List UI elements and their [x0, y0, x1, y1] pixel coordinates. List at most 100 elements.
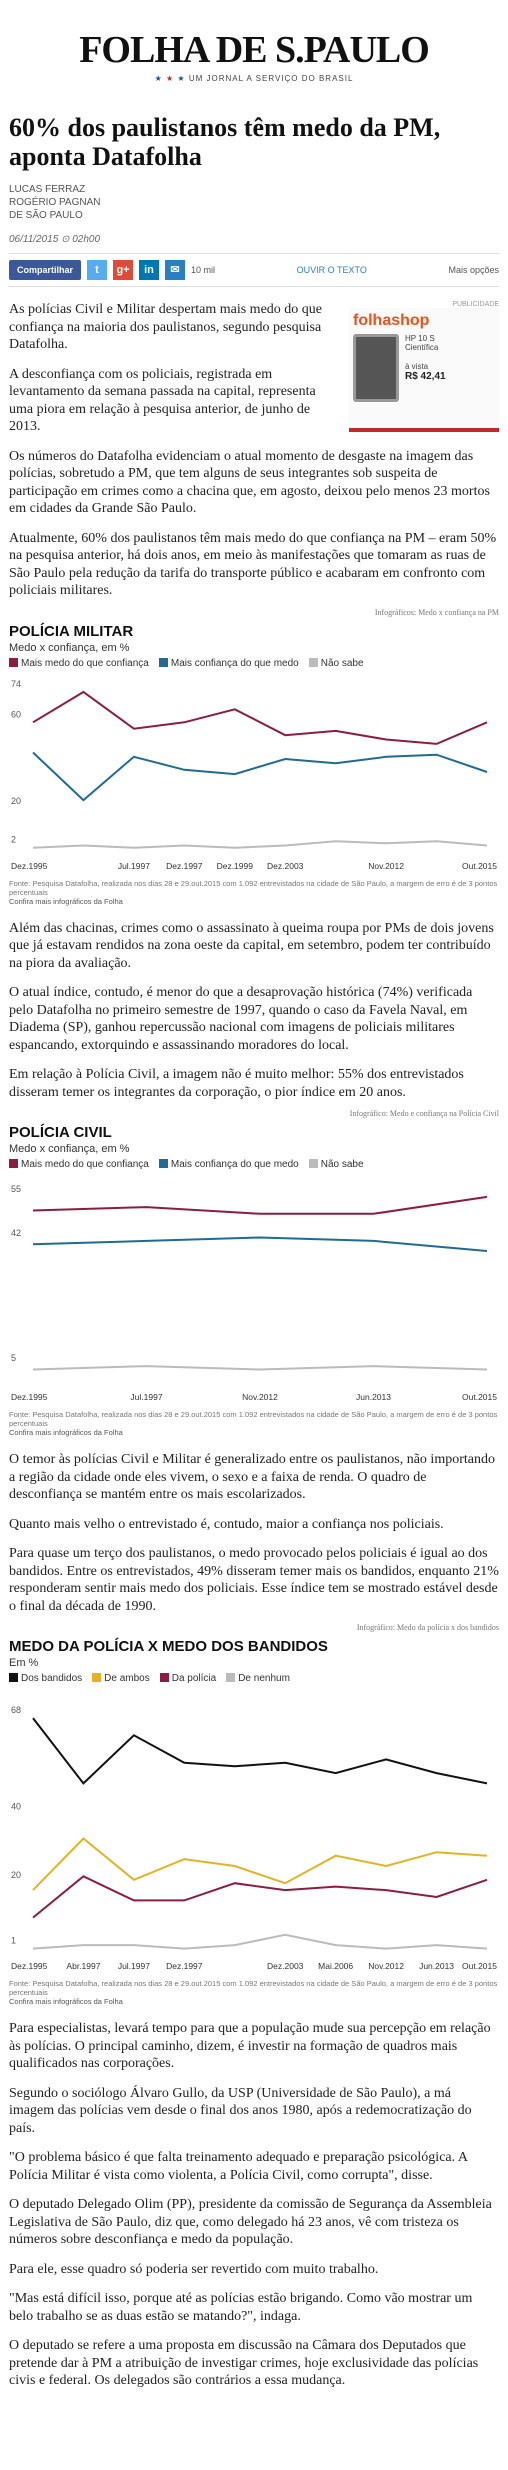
legend-label: De ambos [104, 1673, 150, 1684]
x-tick-label: Jun.2013 [356, 1392, 391, 1402]
legend-label: Da polícia [171, 1673, 217, 1684]
ad-payment: à vista [405, 362, 429, 371]
legend-item: De ambos [92, 1673, 150, 1684]
x-tick-label: Jun.2013 [419, 1961, 454, 1971]
share-count: 10 mil [191, 265, 216, 275]
gplus-icon[interactable]: g+ [113, 260, 134, 280]
legend-item: Dos bandidos [9, 1673, 82, 1684]
twitter-icon[interactable]: t [87, 260, 108, 280]
y-tick-label: 68 [11, 1705, 21, 1715]
legend-item: Mais medo do que confiança [9, 1159, 149, 1170]
legend-item: Mais confiança do que medo [158, 657, 299, 669]
x-tick-label: Dez.2003 [267, 861, 304, 871]
chart: POLÍCIA CIVIL Medo x confiança, em % Mais … [9, 1124, 499, 1437]
legend-swatch [158, 1159, 168, 1168]
email-icon[interactable]: ✉ [165, 260, 186, 280]
paragraph: Além das chacinas, crimes como o assassi… [9, 920, 494, 971]
x-tick-label: Dez.1995 [11, 1961, 48, 1971]
date: 06/11/2015 [9, 234, 59, 245]
legend-label: Mais confiança do que medo [170, 657, 299, 669]
x-tick-label: Dez.1997 [166, 1961, 203, 1971]
legend-label: Não sabe [320, 657, 364, 669]
source-note: Fonte: Pesquisa Datafolha, realizada nos… [9, 878, 498, 897]
chart-footnote: Fonte: Pesquisa Datafolha, realizada nos… [9, 1979, 499, 2006]
legend-item: Da polícia [159, 1673, 217, 1684]
infographic-credit: Infográfico: Medo da polícia x dos bandi… [356, 1623, 499, 1632]
x-tick-label: Dez.1995 [11, 861, 48, 871]
ad-image [353, 334, 399, 402]
more-link[interactable]: Confira mais infográficos da Folha [9, 1997, 123, 2006]
legend-label: Não sabe [320, 1159, 364, 1170]
ad-info: HP 10 S Científica à vista R$ 42,41 [405, 334, 446, 402]
linkedin-icon[interactable]: in [139, 260, 160, 280]
series-line [32, 1875, 488, 1919]
x-tick-label: Jul.1997 [130, 1392, 162, 1402]
legend-item: De nenhum [226, 1673, 290, 1684]
ad-product: HP 10 S [405, 334, 435, 343]
y-tick-label: 20 [11, 1870, 21, 1880]
paragraph: A desconfiança com os policiais, registr… [9, 366, 316, 435]
x-tick-label: Nov.2012 [242, 1392, 278, 1402]
logo[interactable]: FOLHA DE S.PAULO [79, 29, 430, 71]
headline: 60% dos paulistanos têm medo da PM, apon… [9, 113, 441, 171]
legend-label: Dos bandidos [21, 1673, 83, 1684]
legend-label: Mais medo do que confiança [21, 1159, 149, 1170]
x-tick-label: Out.2015 [462, 1961, 497, 1971]
ad-label: PUBLICIDADE [452, 301, 499, 308]
chart-subtitle: Medo x confiança, em % [9, 641, 130, 654]
ad-brand: folhashop [353, 312, 430, 329]
y-tick-label: 5 [11, 1353, 16, 1363]
plot: 5 42 55 Dez.1995 Jul.1997 Nov.2012 Jun.2013 Out… [11, 1184, 497, 1402]
y-tick-label: 60 [11, 709, 21, 719]
y-tick-label: 74 [11, 678, 21, 688]
paragraph: Para especialistas, levará tempo para qu… [9, 2021, 491, 2071]
series-line [32, 1236, 488, 1252]
series-line [32, 1195, 488, 1215]
x-tick-label: Dez.1997 [166, 861, 203, 871]
more-options[interactable]: Mais opções [448, 265, 499, 275]
x-tick-label: Dez.1999 [217, 861, 254, 871]
y-tick-label: 20 [11, 795, 21, 805]
series-line [32, 1717, 488, 1785]
ad-price: R$ 42,41 [405, 371, 446, 382]
share-button[interactable]: Compartilhar [9, 260, 82, 280]
more-link[interactable]: Confira mais infográficos da Folha [9, 1428, 123, 1437]
paragraph: "Mas está difícil isso, porque até as po… [9, 2291, 473, 2324]
y-tick-label: 40 [11, 1801, 21, 1811]
y-tick-label: 1 [11, 1936, 16, 1946]
plot: 1 20 40 68 Dez.1995 Abr.1997 Jul.1997 Dez.1997 D… [11, 1705, 497, 1971]
more-link[interactable]: Confira mais infográficos da Folha [9, 896, 123, 906]
chart-subtitle: Medo x confiança, em % [9, 1143, 130, 1155]
legend-swatch [9, 1159, 18, 1168]
intro-text: As polícias Civil e Militar despertam ma… [9, 301, 337, 448]
legend: Mais medo do que confiança Mais confiança… [9, 657, 499, 669]
intro: As polícias Civil e Militar despertam ma… [9, 301, 499, 448]
chart-footnote: Fonte: Pesquisa Datafolha, realizada nos… [9, 879, 499, 906]
series-line [32, 1837, 488, 1891]
x-tick-label: Nov.2012 [368, 861, 404, 871]
x-tick-label: Jul.1997 [118, 861, 150, 871]
paragraph: O atual índice, contudo, é menor do que … [9, 985, 473, 1053]
paragraph: O deputado Delegado Olim (PP), president… [9, 2197, 492, 2247]
listen-button[interactable]: OUVIR O TEXTO [296, 265, 367, 275]
paragraph: O deputado se refere a uma proposta em d… [9, 2338, 479, 2388]
author: DE SÃO PAULO [9, 210, 83, 221]
legend-label: Mais confiança do que medo [170, 1159, 299, 1170]
paragraph: "O problema básico é que falta treinamen… [9, 2150, 468, 2183]
legend: Mais medo do que confiança Mais confiança… [9, 1159, 499, 1170]
chart-subtitle: Em % [9, 1657, 39, 1669]
paragraph: Para quase um terço dos paulistanos, o m… [9, 1546, 499, 1614]
ad[interactable]: PUBLICIDADE folhashop HP 10 S Científica… [349, 301, 499, 448]
ad-product-type: Científica [405, 343, 439, 352]
chart: POLÍCIA MILITAR Medo x confiança, em % Mai… [9, 623, 499, 906]
sections: Os números do Datafolha evidenciam o atu… [9, 448, 499, 2006]
x-tick-label: Dez.1995 [11, 1392, 48, 1402]
y-tick-label: 55 [11, 1184, 21, 1194]
chart-footnote: Fonte: Pesquisa Datafolha, realizada nos… [9, 1410, 499, 1437]
paragraph: Segundo o sociólogo Álvaro Gullo, da USP… [9, 2085, 472, 2136]
series-line [32, 751, 488, 801]
source-note: Fonte: Pesquisa Datafolha, realizada nos… [9, 1410, 498, 1428]
legend-label: Mais medo do que confiança [21, 657, 149, 669]
legend-swatch [308, 657, 318, 667]
infographic-credit: Infográficos: Medo x confiança na PM [374, 607, 499, 617]
